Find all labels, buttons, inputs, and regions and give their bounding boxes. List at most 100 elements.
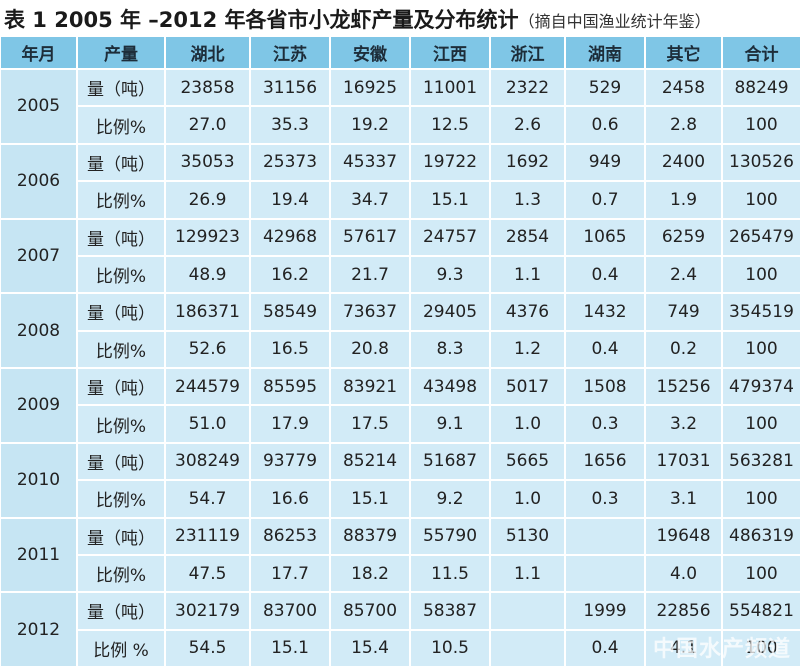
data-cell: 88249 [722, 69, 801, 107]
data-cell: 2.8 [645, 106, 722, 144]
data-cell: 244579 [165, 368, 250, 406]
header-cell: 浙江 [490, 36, 565, 69]
year-cell: 2009 [0, 368, 77, 443]
data-cell: 5665 [490, 442, 565, 481]
data-cell: 302179 [165, 592, 250, 630]
data-cell: 45337 [330, 143, 410, 182]
data-cell: 3.2 [645, 405, 722, 443]
data-cell: 0.4 [565, 255, 645, 294]
data-cell: 100 [722, 480, 801, 518]
data-cell: 51.0 [165, 405, 250, 443]
data-cell: 19.4 [250, 181, 330, 219]
data-cell: 100 [722, 106, 801, 144]
data-cell: 0.2 [645, 330, 722, 368]
data-cell: 43498 [410, 368, 490, 406]
data-cell: 17.9 [250, 405, 330, 443]
data-cell: 85595 [250, 368, 330, 406]
data-cell: 23858 [165, 69, 250, 107]
data-cell: 479374 [722, 368, 801, 406]
data-cell: 5017 [490, 368, 565, 406]
data-cell: 58387 [410, 592, 490, 630]
data-cell: 0.3 [565, 480, 645, 518]
year-cell: 2008 [0, 293, 77, 368]
data-cell: 4.1 [645, 629, 722, 667]
row-label: 比例 % [77, 629, 165, 667]
data-cell: 2.6 [490, 106, 565, 144]
row-label: 比例% [77, 480, 165, 518]
data-cell: 52.6 [165, 330, 250, 368]
data-cell: 26.9 [165, 181, 250, 219]
data-cell: 129923 [165, 218, 250, 256]
data-cell [565, 554, 645, 593]
data-cell: 42968 [250, 218, 330, 256]
header-cell: 湖北 [165, 36, 250, 69]
row-label: 比例% [77, 106, 165, 144]
header-cell: 江西 [410, 36, 490, 69]
data-cell: 35.3 [250, 106, 330, 144]
data-cell: 10.5 [410, 629, 490, 667]
row-label: 比例% [77, 405, 165, 443]
data-cell: 231119 [165, 517, 250, 555]
data-cell: 22856 [645, 592, 722, 630]
data-cell: 2458 [645, 69, 722, 107]
data-cell: 1.1 [490, 554, 565, 593]
data-cell: 27.0 [165, 106, 250, 144]
data-cell: 0.4 [565, 629, 645, 667]
data-cell: 11001 [410, 69, 490, 107]
data-cell: 73637 [330, 293, 410, 331]
data-cell: 16925 [330, 69, 410, 107]
data-cell: 1.0 [490, 405, 565, 443]
data-cell: 1656 [565, 442, 645, 481]
data-cell: 0.3 [565, 405, 645, 443]
subtitle: （摘自中国渔业统计年鉴） [518, 12, 711, 31]
data-cell: 265479 [722, 218, 801, 256]
year-cell: 2010 [0, 442, 77, 518]
data-cell: 17031 [645, 442, 722, 481]
data-cell: 9.1 [410, 405, 490, 443]
watermark: 中国水产频道 [652, 637, 791, 662]
data-cell: 100 [722, 181, 801, 219]
data-cell [490, 629, 565, 667]
header-cell: 产量 [77, 36, 165, 69]
data-cell: 4376 [490, 293, 565, 331]
data-cell: 563281 [722, 442, 801, 481]
data-cell: 21.7 [330, 255, 410, 294]
header-cell: 安徽 [330, 36, 410, 69]
data-cell: 1065 [565, 218, 645, 256]
data-cell: 54.7 [165, 480, 250, 518]
data-cell: 3.1 [645, 480, 722, 518]
title: 表 1 2005 年 –2012 年各省市小龙虾产量及分布统计（摘自中国渔业统计… [4, 4, 711, 34]
data-cell: 16.6 [250, 480, 330, 518]
data-cell: 1692 [490, 143, 565, 182]
data-cell: 0.6 [565, 106, 645, 144]
row-label: 量（吨） [77, 517, 165, 555]
data-cell: 88379 [330, 517, 410, 555]
row-label: 量（吨） [77, 143, 165, 182]
data-cell: 31156 [250, 69, 330, 107]
year-cell: 2007 [0, 218, 77, 294]
year-cell: 2012 [0, 592, 77, 667]
data-cell: 4.0 [645, 554, 722, 593]
data-cell: 0.7 [565, 181, 645, 219]
data-cell: 130526 [722, 143, 801, 182]
data-cell: 55790 [410, 517, 490, 555]
data-cell: 47.5 [165, 554, 250, 593]
data-cell: 93779 [250, 442, 330, 481]
data-cell: 1.9 [645, 181, 722, 219]
data-cell: 5130 [490, 517, 565, 555]
data-cell: 186371 [165, 293, 250, 331]
data-cell: 57617 [330, 218, 410, 256]
data-cell: 15.1 [330, 480, 410, 518]
data-cell: 2322 [490, 69, 565, 107]
header-cell: 江苏 [250, 36, 330, 69]
data-cell: 24757 [410, 218, 490, 256]
data-cell: 85214 [330, 442, 410, 481]
data-cell: 308249 [165, 442, 250, 481]
data-cell: 1432 [565, 293, 645, 331]
data-cell: 85700 [330, 592, 410, 630]
data-cell: 11.5 [410, 554, 490, 593]
data-cell: 1.3 [490, 181, 565, 219]
title-text: 表 1 2005 年 –2012 年各省市小龙虾产量及分布统计 [4, 8, 519, 32]
data-cell: 749 [645, 293, 722, 331]
